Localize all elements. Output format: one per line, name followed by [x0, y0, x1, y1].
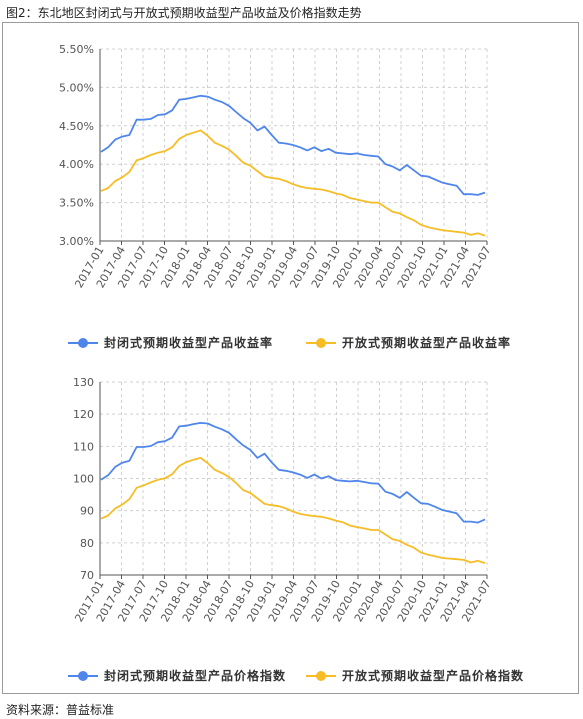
y-tick-label: 130 [73, 376, 94, 389]
series-line-closed [100, 94, 486, 196]
series-line-open [100, 129, 486, 237]
y-tick-label: 3.50% [59, 197, 94, 210]
legend-marker [78, 671, 88, 681]
y-tick-label: 70 [80, 569, 94, 582]
legend-label: 开放式预期收益型产品收益率 [342, 335, 511, 350]
y-tick-label: 5.50% [59, 43, 94, 56]
legend-label: 封闭式预期收益型产品价格指数 [104, 668, 286, 683]
legend-label: 封闭式预期收益型产品收益率 [104, 335, 273, 350]
y-tick-label: 110 [73, 440, 94, 453]
y-tick-label: 5.00% [59, 81, 94, 94]
y-tick-label: 3.00% [59, 235, 94, 248]
source-note: 资料来源：普益标准 [6, 703, 115, 717]
y-tick-label: 80 [80, 537, 94, 550]
price-index-chart: 7080901001101201302017-012017-042017-072… [68, 376, 524, 683]
y-tick-label: 4.50% [59, 120, 94, 133]
legend-marker [78, 338, 88, 348]
y-tick-label: 90 [80, 505, 94, 518]
y-tick-label: 4.00% [59, 158, 94, 171]
series-line-closed [100, 421, 486, 524]
figure-title: 图2：东北地区封闭式与开放式预期收益型产品收益及价格指数走势 [6, 6, 362, 20]
series-line-open [100, 456, 486, 564]
yield-chart: 3.00%3.50%4.00%4.50%5.00%5.50%2017-01201… [59, 43, 511, 350]
legend-marker [316, 671, 326, 681]
legend-label: 开放式预期收益型产品价格指数 [342, 668, 524, 683]
y-tick-label: 100 [73, 473, 94, 486]
legend-marker [316, 338, 326, 348]
y-tick-label: 120 [73, 408, 94, 421]
chart-frame [2, 22, 579, 694]
